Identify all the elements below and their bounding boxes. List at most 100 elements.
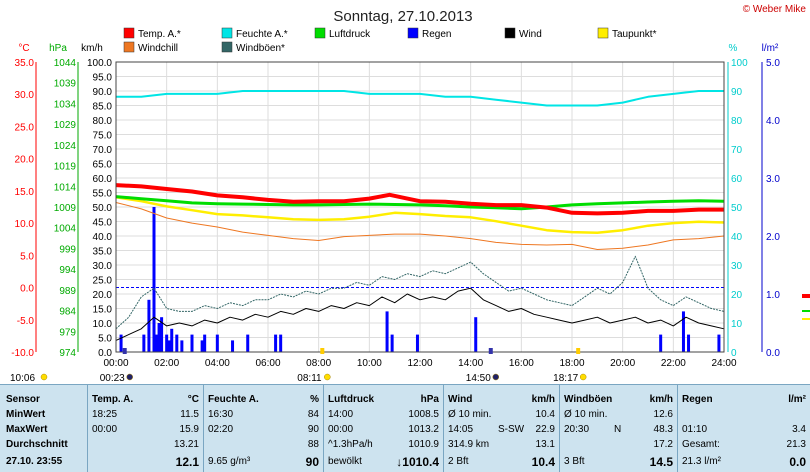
tick-label: 974 <box>59 348 76 359</box>
press-avg: 1010.9 <box>408 439 439 450</box>
moon-icon <box>126 373 133 381</box>
x-tick-label: 08:00 <box>306 358 331 369</box>
rain-bar <box>147 299 151 352</box>
rain-bar <box>385 311 389 352</box>
series-line-luftdruck <box>115 195 725 211</box>
rain-bar <box>659 334 663 352</box>
stats-sensor-column: Sensor MinWert MaxWert Durchschnitt 27.1… <box>0 385 88 472</box>
stats-sensor-head: Sensor <box>6 394 40 405</box>
tick-label: 75.0 <box>93 131 113 142</box>
hum-min-time: 16:30 <box>208 409 234 420</box>
temp-max-time: 00:00 <box>92 424 118 435</box>
legend-label: Feuchte A.* <box>236 29 288 40</box>
tick-label: 3.0 <box>766 174 780 185</box>
press-unit: hPa <box>420 394 439 405</box>
gust-bft: 3 Bft <box>564 456 585 467</box>
hum-max: 90 <box>307 424 319 435</box>
rain-total-label: Gesamt: <box>682 439 720 450</box>
tick-label: 30 <box>731 261 743 272</box>
tick-label: 15.0 <box>15 187 35 198</box>
legend-label: Regen <box>422 29 451 40</box>
press-head: Luftdruck <box>328 394 375 405</box>
rain-max: 3.4 <box>792 424 806 435</box>
event-label: 18:17 <box>553 373 578 384</box>
tick-label: 5.0 <box>766 58 780 69</box>
unit-temp: °C <box>18 43 29 54</box>
rain-bar <box>157 323 161 352</box>
tick-label: 20 <box>731 290 743 301</box>
rain-bar <box>165 334 169 352</box>
x-tick-label: 16:00 <box>509 358 534 369</box>
gust-avg10-label: Ø 10 min. <box>564 409 608 420</box>
watermark: © Weber Mike <box>743 4 807 15</box>
stats-temp-column: Temp. A. °C 18:25 11.5 00:00 15.9 13.21 12.… <box>88 385 204 472</box>
wind-avg10-label: Ø 10 min. <box>448 409 492 420</box>
tick-label: 5.0 <box>20 251 34 262</box>
tick-label: 1044 <box>54 58 77 69</box>
right-swatch-dew <box>802 318 810 320</box>
event-tick <box>576 348 581 354</box>
wind-bft: 2 Bft <box>448 456 469 467</box>
gust-max-dir: N <box>614 424 622 435</box>
tick-label: 70 <box>731 145 743 156</box>
weather-chart: Sonntag, 27.10.2013 © Weber Mike Temp. A… <box>10 4 810 384</box>
wind-run: 314.9 km <box>448 439 490 450</box>
tick-label: 80.0 <box>93 116 113 127</box>
right-swatch-hum <box>802 310 810 312</box>
tick-label: 0.0 <box>98 348 112 359</box>
wind-current: 10.4 <box>531 455 555 469</box>
rain-bar <box>160 317 164 352</box>
tick-label: 35.0 <box>15 58 35 69</box>
tick-label: 0 <box>731 348 737 359</box>
rain-bar <box>246 334 250 352</box>
tick-label: 1009 <box>54 203 77 214</box>
rain-bar <box>152 207 156 352</box>
chart-title: Sonntag, 27.10.2013 <box>333 8 472 25</box>
gust-avg: 17.2 <box>653 439 673 450</box>
legend-swatch <box>221 41 233 53</box>
x-tick-label: 04:00 <box>205 358 230 369</box>
tick-label: 1019 <box>54 162 77 173</box>
press-trend: ^1.3hPa/h <box>328 439 373 450</box>
x-tick-label: 10:00 <box>357 358 382 369</box>
unit-wind: km/h <box>81 43 103 54</box>
gust-max-time: 20:30 <box>564 424 590 435</box>
tick-label: 100.0 <box>87 58 112 69</box>
tick-labels: 35.0 30.0 25.0 20.0 15.0 10.0 5.0 0.0 -5.0 -10.0 1… <box>11 58 780 369</box>
rain-bar <box>155 334 159 352</box>
hum-abs: 9.65 g/m³ <box>208 456 251 467</box>
wind-avg10: 10.4 <box>535 409 555 420</box>
press-min-time: 14:00 <box>328 409 354 420</box>
hum-current: 90 <box>305 455 319 469</box>
tick-label: 994 <box>59 265 76 276</box>
wind-max-dir: S-SW <box>498 424 525 435</box>
tick-label: 15.0 <box>93 305 113 316</box>
hum-head: Feuchte A. <box>208 394 259 405</box>
event-markers: 10:06 00:23 08:11 14:50 18:17 <box>10 348 587 384</box>
tick-label: 90 <box>731 87 743 98</box>
rain-bar <box>200 340 204 352</box>
tick-label: 10 <box>731 319 743 330</box>
x-tick-label: 22:00 <box>661 358 686 369</box>
stats-gust-column: Windböen km/h Ø 10 min. 12.6 20:30 N 48.3 17… <box>560 385 678 472</box>
tick-label: 70.0 <box>93 145 113 156</box>
tick-label: 30.0 <box>93 261 113 272</box>
tick-label: 1.0 <box>766 290 780 301</box>
temp-current: 12.1 <box>175 455 199 469</box>
tick-label: 979 <box>59 327 76 338</box>
tick-label: -5.0 <box>17 316 35 327</box>
tick-label: 40.0 <box>93 232 113 243</box>
temp-unit: °C <box>187 394 199 405</box>
tick-label: 80 <box>731 116 743 127</box>
rain-total: 21.3 <box>786 439 806 450</box>
tick-label: -10.0 <box>11 348 34 359</box>
temp-head: Temp. A. <box>92 394 134 405</box>
rain-bar <box>175 334 179 352</box>
unit-pressure: hPa <box>49 43 67 54</box>
moon-icon <box>492 373 500 381</box>
tick-label: 45.0 <box>93 218 113 229</box>
tick-label: 984 <box>59 307 76 318</box>
gridlines <box>116 61 724 353</box>
tick-label: 5.0 <box>98 334 112 345</box>
tick-label: 25.0 <box>93 276 113 287</box>
